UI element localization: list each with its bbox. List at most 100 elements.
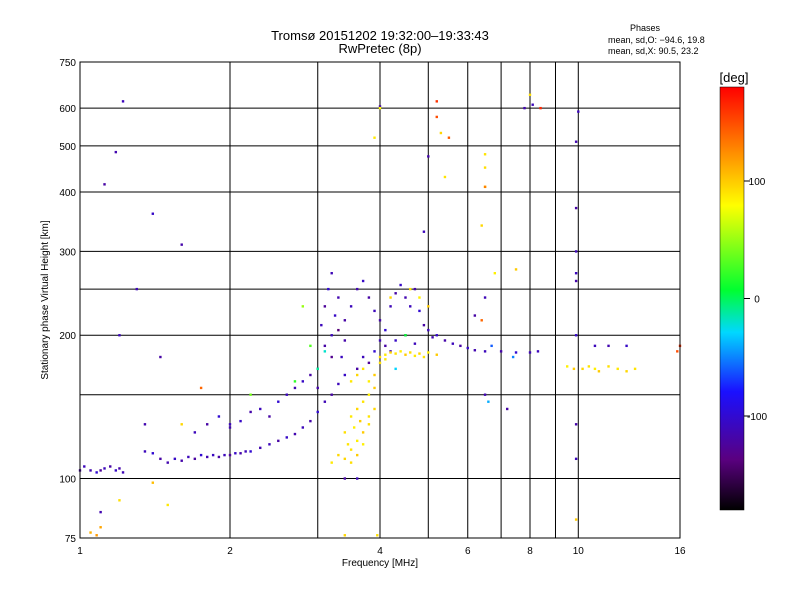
echo-point-X <box>435 100 438 103</box>
echo-point-X <box>343 431 347 434</box>
echo-point-O <box>239 419 242 423</box>
echo-point-O <box>473 349 477 352</box>
echo-point-O <box>337 382 340 386</box>
echo-point-X <box>349 415 353 418</box>
echo-point-X <box>309 344 312 348</box>
echo-point-O <box>431 336 434 339</box>
echo-point-O <box>574 140 578 143</box>
echo-point-X <box>394 367 397 371</box>
echo-point-O <box>320 323 323 327</box>
echo-point-X <box>480 224 483 227</box>
echo-point-O <box>505 407 509 411</box>
colorbar-ticks: 100 0 -100 <box>744 177 767 423</box>
echo-point-O <box>103 467 106 470</box>
echo-point-O <box>418 309 421 313</box>
echo-point-O <box>355 287 359 291</box>
echo-point-O <box>89 469 92 472</box>
echo-point-X <box>373 407 376 411</box>
echo-point-O <box>199 453 203 457</box>
echo-point-O <box>151 212 155 215</box>
y-tick-label: 100 <box>59 475 76 486</box>
echo-point-O <box>523 106 526 110</box>
echo-point-X <box>361 367 365 371</box>
echo-point-O <box>409 305 412 308</box>
echo-point-O <box>228 453 232 457</box>
echo-point-O <box>217 415 221 418</box>
echo-point-X <box>384 353 387 356</box>
echo-point-O <box>259 407 262 411</box>
echo-point-X <box>593 367 597 371</box>
echo-point-X <box>343 457 347 461</box>
echo-point-X <box>180 423 183 426</box>
x-tick-label: 10 <box>573 546 585 557</box>
echo-point-X <box>337 453 340 457</box>
echo-point-X <box>349 448 353 451</box>
echo-point-O <box>343 373 347 377</box>
echo-point-O <box>483 393 487 396</box>
echo-point-X <box>394 352 397 355</box>
echo-point-X <box>118 499 121 502</box>
echo-point-X <box>483 153 487 156</box>
echo-point-O <box>427 155 430 158</box>
echo-point-O <box>367 361 371 365</box>
echo-point-O <box>118 334 121 337</box>
echo-point-O <box>574 423 578 426</box>
echo-point-X <box>330 461 333 464</box>
echo-point-O <box>180 243 183 246</box>
echo-point-O <box>483 350 487 353</box>
echo-point-O <box>337 328 340 332</box>
data-points <box>78 93 682 537</box>
echo-point-X <box>528 93 532 96</box>
echo-point-O <box>268 415 271 418</box>
echo-point-X <box>166 503 169 507</box>
echo-point-X <box>514 268 518 271</box>
echo-point-O <box>103 183 106 186</box>
echo-point-X <box>413 354 417 358</box>
echo-point-X <box>293 380 297 383</box>
echo-point-O <box>373 350 376 353</box>
echo-point-X <box>427 351 430 354</box>
echo-point-O <box>343 477 347 480</box>
echo-point-O <box>330 355 333 359</box>
echo-point-O <box>159 457 162 461</box>
echo-point-X <box>249 393 252 396</box>
echo-point-O <box>378 319 382 322</box>
echo-point-O <box>223 453 226 457</box>
echo-point-X <box>409 351 412 354</box>
stats-line-o: mean, sd,O: −94.6, 19.8 <box>608 35 705 45</box>
echo-point-O <box>343 339 347 342</box>
echo-point-O <box>574 272 578 275</box>
echo-point-O <box>323 344 327 348</box>
echo-point-O <box>466 346 469 350</box>
echo-point-O <box>349 305 353 308</box>
echo-point-X <box>361 400 365 403</box>
y-tick-labels: 75 100 200 300 400 500 600 750 <box>59 58 76 545</box>
echo-point-O <box>340 355 343 359</box>
stats-heading: Phases <box>630 23 661 33</box>
echo-point-O <box>205 455 209 459</box>
echo-point-O <box>531 103 534 106</box>
echo-point-X <box>511 355 515 359</box>
echo-point-O <box>301 380 305 383</box>
echo-point-O <box>435 334 438 337</box>
echo-point-X <box>378 361 382 365</box>
echo-point-O <box>228 426 232 429</box>
echo-point-X <box>607 365 610 368</box>
echo-point-O <box>422 230 426 233</box>
echo-point-X <box>355 439 359 443</box>
echo-point-X <box>346 443 350 446</box>
echo-point-X <box>389 351 392 354</box>
echo-point-O <box>574 250 578 253</box>
echo-point-X <box>483 185 487 189</box>
echo-point-O <box>268 443 271 446</box>
x-tick-label: 8 <box>527 546 533 557</box>
echo-point-O <box>135 287 138 291</box>
echo-point-O <box>378 105 382 108</box>
echo-point-O <box>361 279 365 283</box>
echo-point-X <box>355 407 359 411</box>
echo-point-O <box>118 467 121 470</box>
echo-point-O <box>316 386 319 390</box>
echo-point-X <box>373 136 376 139</box>
echo-point-O <box>114 150 118 154</box>
chart-subtitle: RwPretec (8p) <box>338 41 421 56</box>
